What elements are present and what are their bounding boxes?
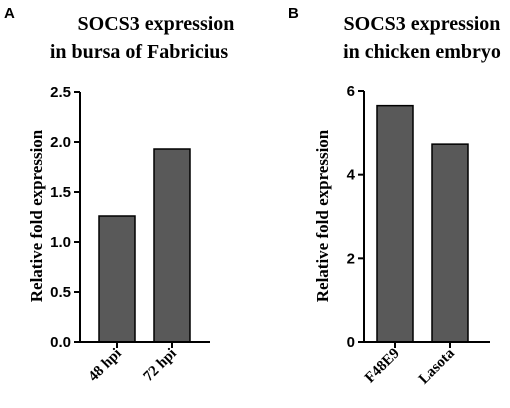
chart-a-category-label-2: 72 hpi <box>141 346 180 385</box>
chart-a-bar-2 <box>153 148 191 343</box>
chart-b-bar-1 <box>376 104 414 343</box>
chart-b-bar-2 <box>431 143 469 343</box>
chart-b-y-tick-label-2: 4 <box>347 167 356 184</box>
chart-b-y-tick-label-1: 2 <box>347 250 355 267</box>
chart-b-y-axis-label: Relative fold expression <box>313 129 332 302</box>
chart-b-category-label-2: Lasota <box>416 345 458 387</box>
panel-a-letter: A <box>4 5 15 22</box>
chart-b: Relative fold expression 0 2 4 6 F48E9 Lasota <box>313 83 490 387</box>
chart-a-bar-1 <box>98 215 136 343</box>
chart-b-category-label-1: F48E9 <box>362 346 403 387</box>
chart-b-y-tick-label-3: 6 <box>347 83 355 100</box>
panel-b-title-line2: in chicken embryo <box>343 41 501 63</box>
chart-a-category-label-1: 48 hpi <box>86 346 125 385</box>
chart-a-y-tick-label-0: 0.0 <box>50 334 71 351</box>
chart-a-y-axis-label: Relative fold expression <box>27 129 46 302</box>
panel-a-title-line1: SOCS3 expression <box>78 13 235 35</box>
panel-b-letter: B <box>288 5 299 22</box>
chart-a-y-tick-label-1: 0.5 <box>50 284 71 301</box>
chart-a-y-tick-label-3: 1.5 <box>50 184 71 201</box>
panel-b-title-line1: SOCS3 expression <box>344 13 501 35</box>
chart-a-y-tick-label-2: 1.0 <box>50 234 71 251</box>
chart-a-y-tick-label-5: 2.5 <box>50 84 71 101</box>
chart-b-y-tick-label-0: 0 <box>347 334 355 351</box>
chart-a-y-tick-label-4: 2.0 <box>50 134 71 151</box>
chart-a: Relative fold expression 0.0 0.5 1.0 1.5 2.0… <box>27 84 210 385</box>
panel-a-title-line2: in bursa of Fabricius <box>50 41 229 63</box>
